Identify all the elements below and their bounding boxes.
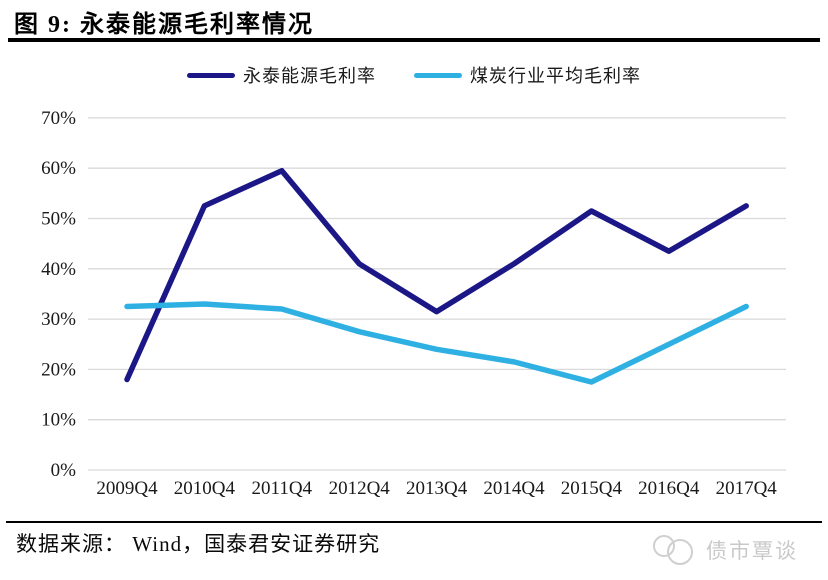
- legend-label-industry: 煤炭行业平均毛利率: [470, 66, 641, 86]
- watermark-label: 债市覃谈: [706, 540, 798, 563]
- legend-item-industry: 煤炭行业平均毛利率: [414, 62, 641, 88]
- legend-line-swatch-yongtai: [187, 72, 235, 78]
- x-tick-label: 2015Q4: [561, 478, 623, 499]
- y-tick-label: 30%: [41, 309, 76, 330]
- x-tick-label: 2016Q4: [638, 478, 700, 499]
- watermark: 债市覃谈: [648, 533, 798, 567]
- x-tick-label: 2010Q4: [174, 478, 236, 499]
- chart-legend: 永泰能源毛利率 煤炭行业平均毛利率: [0, 62, 828, 88]
- y-tick-label: 50%: [41, 209, 76, 230]
- y-tick-label: 20%: [41, 359, 76, 380]
- y-tick-label: 10%: [41, 410, 76, 431]
- data-source-note: 数据来源： Wind，国泰君安证券研究: [16, 532, 381, 556]
- figure-title: 图 9: 永泰能源毛利率情况: [14, 12, 314, 38]
- legend-label-yongtai: 永泰能源毛利率: [243, 66, 376, 86]
- y-tick-label: 70%: [41, 108, 76, 129]
- x-tick-label: 2009Q4: [96, 478, 158, 499]
- y-tick-label: 60%: [41, 158, 76, 179]
- x-tick-label: 2012Q4: [329, 478, 391, 499]
- x-tick-label: 2017Q4: [716, 478, 778, 499]
- series-line-0: [124, 167, 749, 383]
- y-tick-label: 0%: [51, 460, 77, 481]
- footer-divider: [6, 521, 822, 523]
- legend-item-yongtai: 永泰能源毛利率: [187, 62, 376, 88]
- x-tick-label: 2011Q4: [252, 478, 313, 499]
- x-tick-label: 2013Q4: [406, 478, 468, 499]
- y-tick-label: 40%: [41, 259, 76, 280]
- title-divider: [8, 38, 820, 42]
- x-tick-label: 2014Q4: [483, 478, 545, 499]
- series-line-1: [124, 301, 749, 385]
- chat-bubbles-icon: [653, 535, 693, 565]
- legend-line-swatch-industry: [414, 72, 462, 78]
